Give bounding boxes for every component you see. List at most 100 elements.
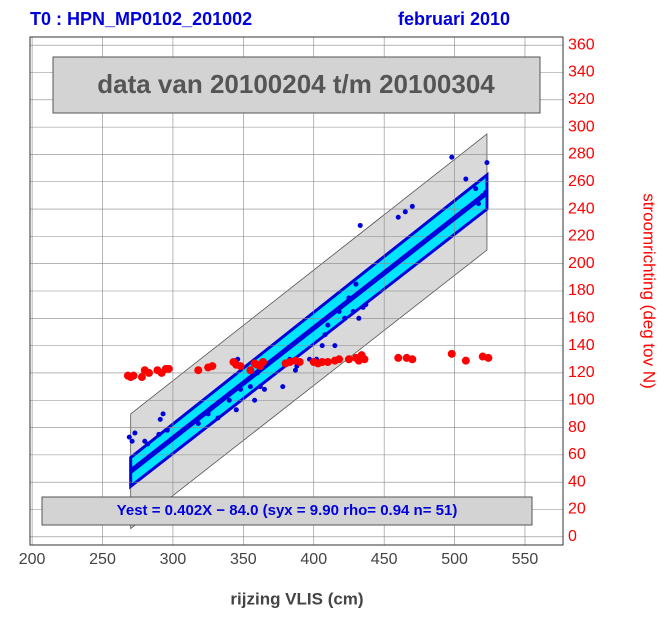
point bbox=[461, 356, 470, 365]
point bbox=[157, 416, 163, 422]
point bbox=[363, 302, 369, 308]
point bbox=[292, 367, 298, 373]
point bbox=[261, 386, 267, 392]
point bbox=[129, 371, 138, 380]
fit-line bbox=[129, 190, 489, 474]
point bbox=[323, 358, 332, 367]
point bbox=[447, 349, 456, 358]
point bbox=[335, 355, 344, 364]
y2-tick-label: 160 bbox=[568, 310, 595, 327]
point bbox=[463, 176, 469, 182]
point bbox=[318, 358, 327, 367]
point bbox=[484, 160, 490, 166]
point bbox=[215, 415, 221, 421]
annotation: data van 20100204 t/m 20100304 bbox=[97, 69, 495, 99]
equation: Yest = 0.402X − 84.0 (syx = 9.90 rho= 0.… bbox=[117, 502, 458, 519]
point bbox=[395, 214, 401, 220]
point bbox=[484, 353, 493, 362]
point bbox=[325, 322, 331, 328]
y2-tick-label: 120 bbox=[568, 364, 595, 381]
y2-tick-label: 100 bbox=[568, 391, 595, 408]
point bbox=[357, 222, 363, 228]
x-tick-label: 350 bbox=[230, 551, 257, 568]
x-tick-label: 200 bbox=[19, 551, 46, 568]
point bbox=[246, 366, 255, 375]
y2-tick-label: 80 bbox=[568, 419, 586, 436]
y2-tick-label: 220 bbox=[568, 228, 595, 245]
point bbox=[236, 362, 245, 371]
point bbox=[473, 186, 479, 192]
point bbox=[195, 420, 201, 426]
point bbox=[259, 358, 268, 367]
x-tick-label: 400 bbox=[300, 551, 327, 568]
point bbox=[342, 315, 348, 321]
chart-subtitle: februari 2010 bbox=[398, 9, 510, 29]
y2-tick-label: 0 bbox=[568, 528, 577, 545]
point bbox=[208, 362, 217, 371]
point bbox=[449, 154, 455, 160]
y2-tick-label: 200 bbox=[568, 255, 595, 272]
point bbox=[254, 370, 260, 376]
point bbox=[346, 295, 352, 301]
point bbox=[233, 407, 239, 413]
y2-tick-label: 360 bbox=[568, 36, 595, 53]
point bbox=[360, 355, 369, 364]
plot-border bbox=[29, 36, 564, 546]
x-tick-label: 500 bbox=[441, 551, 468, 568]
point bbox=[194, 366, 203, 375]
y2-tick-label: 60 bbox=[568, 446, 586, 463]
point bbox=[164, 364, 173, 373]
point bbox=[144, 368, 153, 377]
point bbox=[409, 203, 415, 209]
point bbox=[126, 434, 132, 440]
y2-tick-label: 300 bbox=[568, 118, 595, 135]
point bbox=[344, 355, 353, 364]
point bbox=[145, 441, 151, 447]
x-tick-label: 450 bbox=[371, 551, 398, 568]
point bbox=[336, 308, 342, 314]
point bbox=[322, 332, 328, 338]
point bbox=[160, 411, 166, 417]
y2-axis-label: stroomrichting (deg tov N) bbox=[640, 193, 659, 389]
equation-box bbox=[41, 496, 533, 526]
y2-tick-label: 320 bbox=[568, 91, 595, 108]
x-tick-label: 300 bbox=[160, 551, 187, 568]
y2-tick-label: 140 bbox=[568, 337, 595, 354]
chart-title: T0 : HPN_MP0102_201002 bbox=[30, 9, 252, 29]
point bbox=[209, 404, 215, 410]
point bbox=[483, 190, 489, 196]
point bbox=[280, 384, 286, 390]
point bbox=[356, 315, 362, 321]
x-tick-label: 550 bbox=[512, 551, 539, 568]
point bbox=[247, 384, 253, 390]
point bbox=[350, 308, 356, 314]
x-tick-label: 250 bbox=[89, 551, 116, 568]
y2-tick-label: 340 bbox=[568, 64, 595, 81]
y2-tick-label: 240 bbox=[568, 200, 595, 217]
y2-tick-label: 260 bbox=[568, 173, 595, 190]
point bbox=[353, 281, 359, 287]
point bbox=[205, 411, 211, 417]
point bbox=[129, 438, 135, 444]
point bbox=[137, 373, 146, 382]
x-axis-label: rijzing VLIS (cm) bbox=[230, 589, 363, 608]
point bbox=[238, 386, 244, 392]
point bbox=[319, 343, 325, 349]
point bbox=[156, 431, 162, 437]
point bbox=[408, 355, 417, 364]
point bbox=[252, 397, 258, 403]
y2-tick-label: 20 bbox=[568, 501, 586, 518]
point bbox=[476, 201, 482, 207]
annotation-box bbox=[52, 56, 541, 114]
y2-tick-label: 180 bbox=[568, 282, 595, 299]
point bbox=[226, 397, 232, 403]
point bbox=[257, 384, 263, 390]
point bbox=[402, 209, 408, 215]
point bbox=[394, 353, 403, 362]
point bbox=[164, 427, 170, 433]
y2-tick-label: 280 bbox=[568, 146, 595, 163]
y2-tick-label: 40 bbox=[568, 473, 586, 490]
point bbox=[332, 343, 338, 349]
point bbox=[132, 430, 138, 436]
